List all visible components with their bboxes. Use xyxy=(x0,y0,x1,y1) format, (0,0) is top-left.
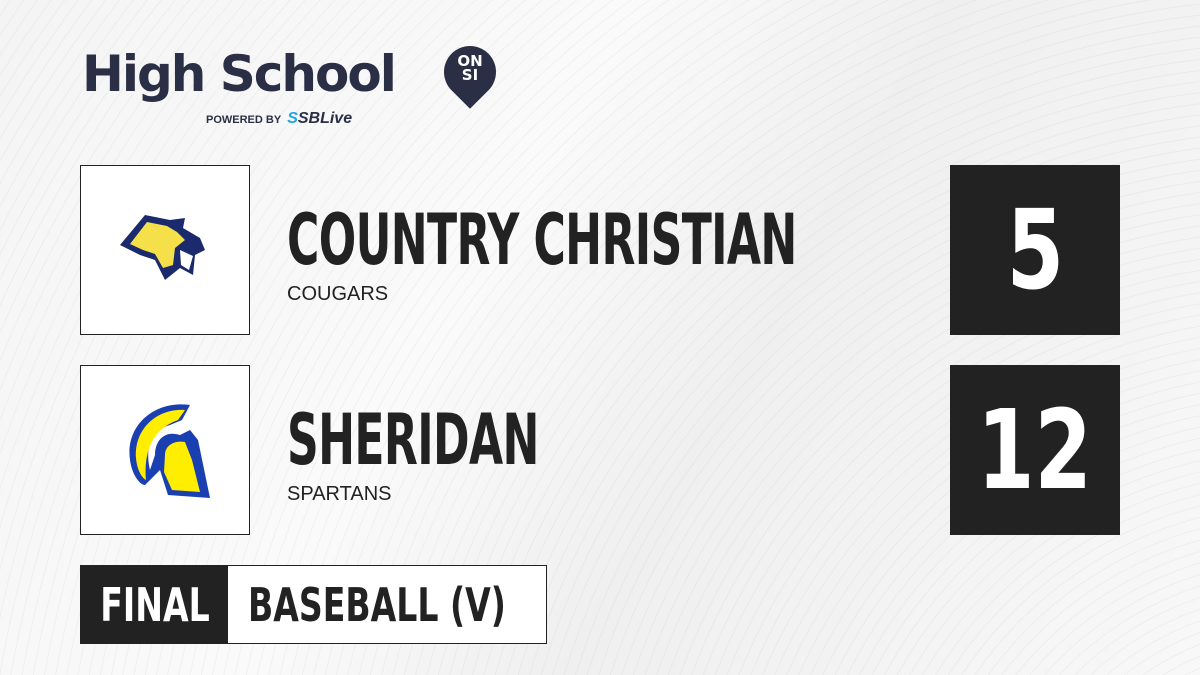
badge-top: ON xyxy=(457,52,483,70)
spartan-logo-icon xyxy=(129,404,210,498)
cougar-logo-icon xyxy=(120,215,205,280)
final-badge: FINAL xyxy=(81,566,228,643)
team-score: 12 xyxy=(950,365,1120,535)
team-logo-country-christian xyxy=(80,165,250,335)
high-school-on-si-logo: High School ON SI POWERED BY SSBLive xyxy=(82,35,507,127)
brand-title: High School xyxy=(82,45,397,103)
team-mascot: COUGARS xyxy=(287,283,389,305)
team-row-away: COUNTRY CHRISTIAN COUGARS xyxy=(287,205,1096,306)
team-name: COUNTRY CHRISTIAN xyxy=(287,199,797,281)
powered-by: POWERED BY SSBLive xyxy=(206,110,353,127)
team-row-home: SHERIDAN SPARTANS xyxy=(287,405,687,506)
game-status-bar: FINAL BASEBALL (V) xyxy=(80,565,547,644)
sport-label: BASEBALL (V) xyxy=(248,577,506,632)
sblive-logo: SSBLive xyxy=(287,110,353,127)
team-mascot: SPARTANS xyxy=(287,483,392,505)
team-logo-sheridan xyxy=(80,365,250,535)
team-score: 5 xyxy=(950,165,1120,335)
badge-bottom: SI xyxy=(461,66,479,84)
team-name: SHERIDAN xyxy=(287,399,539,481)
